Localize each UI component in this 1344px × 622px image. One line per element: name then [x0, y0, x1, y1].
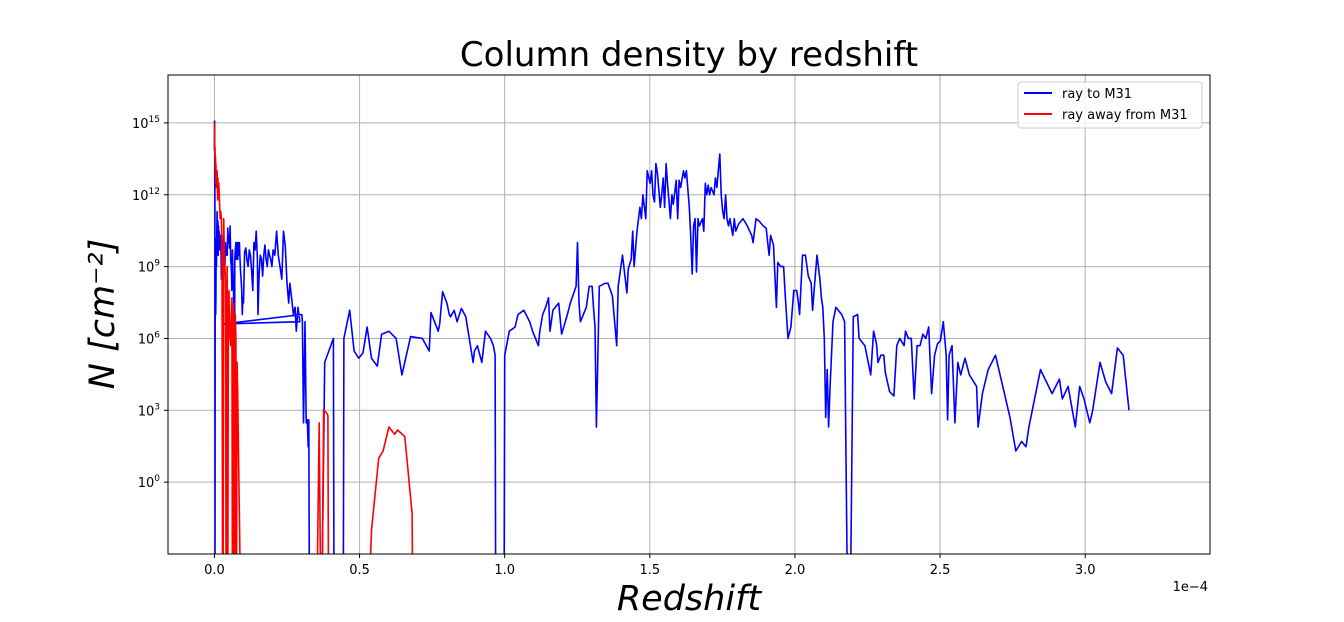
x-offset-text: 1e−4 — [1173, 580, 1208, 595]
y-axis-label: N [cm⁻²] — [83, 239, 123, 389]
legend: ray to M31 ray away from M31 — [1017, 81, 1203, 129]
series-layer — [213, 120, 1130, 554]
x-tick-label: 2.5 — [930, 563, 951, 578]
y-tick-label: 106 — [138, 330, 161, 347]
series-line-2 — [213, 122, 414, 554]
series-line-1 — [213, 120, 1130, 554]
x-axis-label: Redshift — [617, 579, 763, 619]
plot-frame — [167, 74, 1211, 555]
legend-box — [1017, 81, 1203, 129]
chart-title: Column density by redshift — [460, 35, 918, 75]
legend-label: ray to M31 — [1062, 87, 1132, 102]
y-tick-label: 109 — [138, 259, 161, 276]
y-tick-label: 1012 — [132, 187, 160, 204]
legend-label: ray away from M31 — [1062, 108, 1188, 123]
y-tick-label: 100 — [138, 474, 161, 491]
y-tick-label: 103 — [138, 402, 160, 419]
x-tick-label: 2.0 — [785, 563, 806, 578]
x-tick-label: 0.0 — [204, 563, 225, 578]
x-tick-label: 3.0 — [1075, 563, 1096, 578]
y-axis: 100 103 106 109 1012 1015 — [132, 115, 168, 491]
x-axis: 0.0 0.5 1.0 1.5 2.0 2.5 3.0 — [204, 554, 1096, 578]
x-tick-label: 1.0 — [494, 563, 515, 578]
x-tick-label: 0.5 — [349, 563, 370, 578]
x-tick-label: 1.5 — [639, 563, 660, 578]
y-tick-label: 1015 — [132, 115, 160, 132]
grid — [168, 75, 1210, 554]
